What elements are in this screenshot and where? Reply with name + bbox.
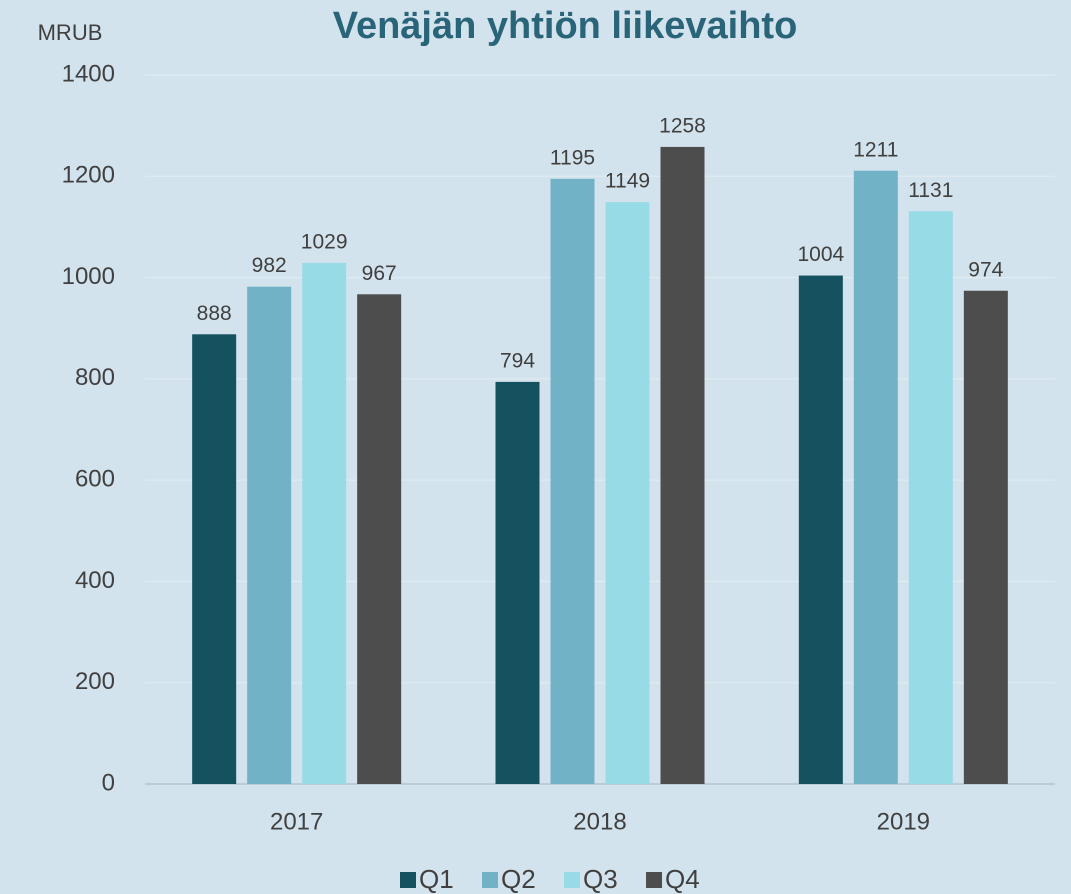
bar — [798, 275, 843, 784]
data-label: 1149 — [605, 170, 650, 193]
data-label: 888 — [197, 302, 232, 325]
bar — [605, 202, 650, 784]
y-tick-label: 600 — [75, 465, 115, 492]
y-tick-label: 1200 — [62, 162, 115, 189]
legend-swatch — [482, 872, 498, 888]
bar — [660, 146, 705, 785]
legend-swatch — [400, 872, 416, 888]
data-label: 1004 — [797, 243, 844, 266]
chart-title: Venäjän yhtiön liikevaihto — [333, 5, 798, 47]
data-label: 1211 — [853, 138, 898, 161]
y-tick-label: 800 — [75, 364, 115, 391]
data-label: 794 — [500, 349, 535, 372]
bar — [963, 290, 1008, 784]
data-label: 1195 — [550, 146, 595, 169]
bar — [247, 286, 292, 784]
legend-swatch — [564, 872, 580, 888]
bar — [192, 334, 237, 784]
legend-label: Q4 — [665, 864, 700, 894]
bar — [908, 211, 953, 785]
bar — [550, 178, 595, 784]
x-tick-label: 2017 — [270, 808, 323, 835]
y-tick-label: 0 — [102, 769, 115, 796]
bar — [853, 170, 898, 785]
y-tick-label: 200 — [75, 668, 115, 695]
legend-label: Q1 — [419, 864, 454, 894]
legend-label: Q2 — [501, 864, 536, 894]
data-label: 974 — [968, 258, 1003, 281]
bar — [357, 294, 402, 784]
y-tick-label: 1400 — [62, 60, 115, 87]
data-label: 1131 — [908, 179, 953, 202]
y-tick-label: 1000 — [62, 263, 115, 290]
legend-swatch — [646, 872, 662, 888]
x-tick-label: 2019 — [877, 808, 930, 835]
data-label: 967 — [362, 262, 397, 285]
y-tick-label: 400 — [75, 567, 115, 594]
data-label: 1258 — [659, 114, 706, 137]
y-axis-label: MRUB — [38, 20, 103, 45]
legend-label: Q3 — [583, 864, 618, 894]
x-tick-label: 2018 — [573, 808, 626, 835]
bar — [302, 262, 347, 784]
data-label: 1029 — [301, 230, 348, 253]
bar — [495, 381, 540, 784]
data-label: 982 — [252, 254, 287, 277]
